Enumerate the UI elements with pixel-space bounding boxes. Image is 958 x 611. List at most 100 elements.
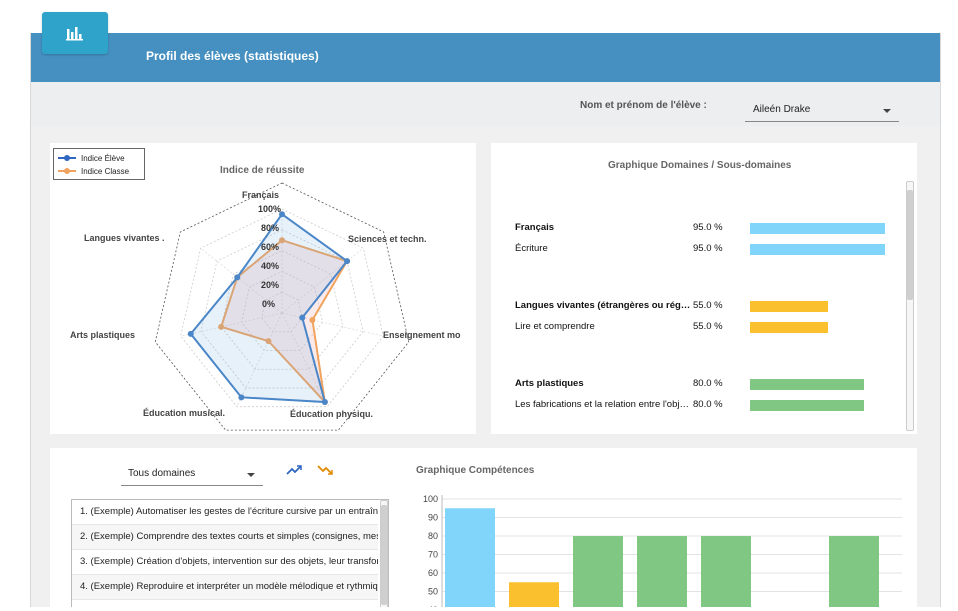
chevron-down-icon xyxy=(883,109,891,113)
axis-label-langues-vivantes: Langues vivantes . xyxy=(84,233,165,243)
domains-title: Graphique Domaines / Sous-domaines xyxy=(608,160,792,171)
radar-axis-line xyxy=(236,312,283,407)
competence-bar xyxy=(445,508,495,607)
list-item[interactable]: 3. (Exemple) Création d'objets, interven… xyxy=(72,550,378,575)
radar-axis-line xyxy=(200,247,283,314)
competence-bar xyxy=(829,536,879,607)
student-select[interactable]: Aileén Drake xyxy=(745,98,899,122)
domains-scroll-thumb[interactable] xyxy=(907,190,913,300)
domain-bar xyxy=(750,379,864,390)
tick-label-80: 80% xyxy=(261,223,280,233)
subdomain-row: Lire et comprendre 55.0 % xyxy=(515,321,895,335)
axis-label-francais: Français xyxy=(242,190,280,200)
domains-scrollbar[interactable] xyxy=(906,181,914,431)
radar-grid-ring xyxy=(220,250,344,370)
competences-list-scrollbar[interactable] xyxy=(380,500,388,607)
legend-item-eleve[interactable]: Indice Élève xyxy=(58,152,125,164)
competence-bar xyxy=(573,536,623,607)
axis-label-enseignement: Enseignement mo xyxy=(383,330,461,340)
list-item[interactable]: 4. (Exemple) Reproduire et interpréter u… xyxy=(72,575,378,600)
subdomain-bar xyxy=(750,322,828,333)
legend-item-classe[interactable]: Indice Classe xyxy=(58,165,129,177)
radar-series-eleve-point xyxy=(279,211,285,218)
domain-name: Français xyxy=(515,222,555,233)
radar-axis-line xyxy=(281,312,384,337)
trend-up-icon[interactable] xyxy=(285,463,303,477)
competences-card: Tous domaines 1. (Exemple) Automatiser l… xyxy=(50,448,917,607)
radar-series-eleve-point xyxy=(344,258,351,265)
tick-label-60: 60% xyxy=(261,242,280,252)
competences-scroll-thumb[interactable] xyxy=(381,505,387,605)
y-tick-label: 70 xyxy=(428,550,438,560)
competence-bar xyxy=(637,536,687,607)
statistics-tab[interactable] xyxy=(42,12,108,54)
domain-pct: 80.0 % xyxy=(693,378,723,389)
subdomain-row: Les fabrications et la relation entre l'… xyxy=(515,399,895,413)
radar-axis-line xyxy=(281,247,364,314)
axis-label-education-musicale: Éducation musical. xyxy=(143,408,226,418)
subdomain-name: Lire et comprendre xyxy=(515,321,595,332)
radar-series-classe-point xyxy=(265,338,272,345)
tick-label-0: 0% xyxy=(262,299,276,309)
filter-bar: Nom et prénom de l'élève : Aileén Drake xyxy=(31,82,940,126)
y-tick-label: 80 xyxy=(428,531,438,541)
domain-pct: 95.0 % xyxy=(693,222,723,233)
radar-series-classe-point xyxy=(309,316,316,323)
y-tick-label: 100 xyxy=(423,494,438,504)
app-window: Profil des élèves (statistiques) Nom et … xyxy=(30,33,941,607)
domain-name: Arts plastiques xyxy=(515,378,584,389)
radar-series-eleve-point xyxy=(238,394,245,401)
radar-series-eleve xyxy=(189,212,349,404)
subdomain-row: Écriture 95.0 % xyxy=(515,243,895,257)
radar-series-eleve-point xyxy=(187,330,194,337)
list-item[interactable]: 1. (Exemple) Automatiser les gestes de l… xyxy=(72,500,378,525)
tick-label-40: 40% xyxy=(261,261,280,271)
domain-row: Français 95.0 % xyxy=(515,222,895,236)
radar-axis-line xyxy=(281,312,328,407)
radar-series-eleve-point xyxy=(321,399,328,406)
chevron-down-icon xyxy=(247,473,255,477)
subdomain-bar xyxy=(750,244,885,255)
student-select-value: Aileén Drake xyxy=(753,104,811,115)
axis-label-arts-plastiques: Arts plastiques xyxy=(70,330,136,340)
tick-label-20: 20% xyxy=(261,280,280,290)
radar-chart-card: Indice Élève Indice Classe Indice de réu… xyxy=(50,143,476,434)
axis-label-sciences: Sciences et techn. xyxy=(348,234,427,244)
header-bar: Profil des élèves (statistiques) xyxy=(31,33,940,82)
student-label: Nom et prénom de l'élève : xyxy=(580,100,707,111)
trend-down-icon[interactable] xyxy=(316,463,334,477)
radar-grid-ring xyxy=(200,229,364,389)
legend-swatch-classe xyxy=(58,168,76,174)
page-title: Profil des élèves (statistiques) xyxy=(146,49,319,63)
y-tick-label: 60 xyxy=(428,568,438,578)
competences-bar-chart: 100 90 80 70 60 50 40 xyxy=(423,494,902,607)
radar-title: Indice de réussite xyxy=(220,165,305,176)
domain-filter-select[interactable]: Tous domaines xyxy=(121,462,263,486)
legend-label-eleve: Indice Élève xyxy=(81,153,125,163)
list-item[interactable]: 2. (Exemple) Comprendre des textes court… xyxy=(72,525,378,550)
radar-grid-ring xyxy=(180,208,384,408)
domains-chart-card: Graphique Domaines / Sous-domaines Franç… xyxy=(491,143,917,434)
domain-name: Langues vivantes (étrangères ou régional… xyxy=(515,300,691,311)
bar-chart-icon xyxy=(66,27,83,41)
subdomain-name: Les fabrications et la relation entre l'… xyxy=(515,399,691,410)
radar-series-eleve-point xyxy=(234,274,241,281)
domain-row: Langues vivantes (étrangères ou régional… xyxy=(515,300,895,314)
radar-series-classe-point xyxy=(279,237,285,244)
radar-chart xyxy=(154,182,410,431)
domain-filter-value: Tous domaines xyxy=(128,468,196,479)
domain-pct: 55.0 % xyxy=(693,300,723,311)
y-tick-label: 50 xyxy=(428,587,438,597)
y-tick-label: 90 xyxy=(428,513,438,523)
radar-grid-ring xyxy=(261,291,303,333)
subdomain-name: Écriture xyxy=(515,243,548,254)
y-tick-label: 40 xyxy=(428,605,438,607)
radar-series-classe xyxy=(219,239,349,406)
radar-series-eleve-point xyxy=(299,314,306,321)
subdomain-bar xyxy=(750,400,864,411)
competences-list: 1. (Exemple) Automatiser les gestes de l… xyxy=(71,499,389,607)
domain-bar xyxy=(750,301,828,312)
subdomain-pct: 80.0 % xyxy=(693,399,723,410)
subdomain-pct: 55.0 % xyxy=(693,321,723,332)
competences-chart-title: Graphique Compétences xyxy=(416,465,535,476)
